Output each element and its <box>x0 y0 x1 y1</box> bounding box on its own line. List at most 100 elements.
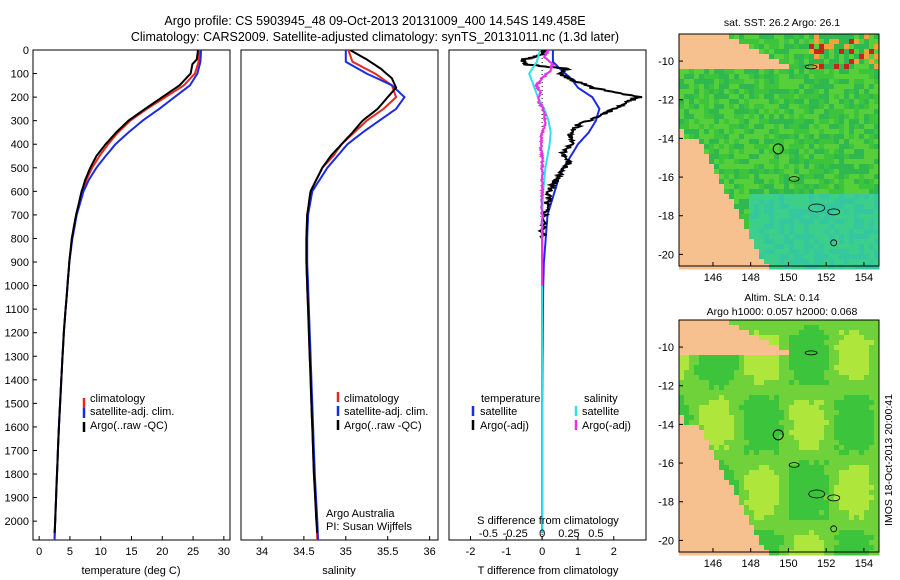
map-cell <box>854 420 860 426</box>
map-cell <box>804 320 810 326</box>
map-cell <box>719 254 725 260</box>
map-cell <box>779 415 785 421</box>
map-cell <box>824 475 830 481</box>
map-cell <box>734 59 740 65</box>
map-cell <box>844 500 850 506</box>
map-cell <box>834 59 840 65</box>
map-cell <box>774 59 780 65</box>
map-cell <box>734 495 740 501</box>
map-cell <box>739 420 745 426</box>
map-cell <box>749 169 755 175</box>
map-cell <box>749 179 755 185</box>
map-cell <box>869 144 875 150</box>
map-cell <box>814 189 820 195</box>
map-cell <box>774 264 780 270</box>
map-cell <box>854 325 860 331</box>
map-cell <box>794 34 800 40</box>
map-cell <box>694 184 700 190</box>
sst-map-axes: 146 148 150 152 154-10-12-14-16-18-20 <box>658 56 873 284</box>
map-cell <box>769 134 775 140</box>
series-line-salinity-argo-adj- <box>534 50 556 286</box>
map-cell <box>824 244 830 250</box>
map-cell <box>829 194 835 200</box>
map-cell <box>764 104 770 110</box>
map-cell <box>819 69 825 75</box>
map-cell <box>714 330 720 336</box>
map-cell <box>849 500 855 506</box>
map-cell <box>784 460 790 466</box>
map-cell <box>824 495 830 501</box>
map-cell <box>749 530 755 536</box>
map-cell <box>839 254 845 260</box>
map-cell <box>749 54 755 60</box>
map-cell <box>814 44 820 50</box>
map-cell <box>814 405 820 411</box>
map-cell <box>804 450 810 456</box>
reef-outline <box>788 176 800 182</box>
map-cell <box>779 39 785 45</box>
map-cell <box>694 159 700 165</box>
map-cell <box>849 440 855 446</box>
map-cell <box>764 204 770 210</box>
map-cell <box>714 410 720 416</box>
map-cell <box>764 460 770 466</box>
map-cell <box>759 114 765 120</box>
map-cell <box>724 470 730 476</box>
map-cell <box>729 214 735 220</box>
map-cell <box>814 179 820 185</box>
map-cell <box>684 224 690 230</box>
map-cell <box>684 470 690 476</box>
map-cell <box>799 380 805 386</box>
map-cell <box>719 134 725 140</box>
map-cell <box>774 350 780 356</box>
map-cell <box>719 380 725 386</box>
map-cell <box>804 124 810 130</box>
map-cell <box>799 475 805 481</box>
map-cell <box>844 209 850 215</box>
map-cell <box>679 500 685 506</box>
map-cell <box>709 144 715 150</box>
map-cell <box>694 174 700 180</box>
map-cell <box>774 450 780 456</box>
map-cell <box>724 144 730 150</box>
map-cell <box>874 239 880 245</box>
map-cell <box>759 179 765 185</box>
map-cell <box>759 44 765 50</box>
map-cell <box>729 44 735 50</box>
map-cell <box>839 204 845 210</box>
map-cell <box>689 330 695 336</box>
map-cell <box>714 350 720 356</box>
map-cell <box>774 470 780 476</box>
map-cell <box>769 129 775 135</box>
map-cell <box>679 264 685 270</box>
map-cell <box>864 510 870 516</box>
map-cell <box>769 400 775 406</box>
map-cell <box>839 395 845 401</box>
map-cell <box>864 505 870 511</box>
map-cell <box>704 490 710 496</box>
map-cell <box>859 164 865 170</box>
map-cell <box>709 485 715 491</box>
map-cell <box>774 515 780 521</box>
map-cell <box>779 189 785 195</box>
map-cell <box>774 69 780 75</box>
map-cell <box>849 505 855 511</box>
map-cell <box>814 385 820 391</box>
map-cell <box>854 214 860 220</box>
map-cell <box>814 79 820 85</box>
map-cell <box>824 540 830 546</box>
map-cell <box>784 249 790 255</box>
map-cell <box>809 355 815 361</box>
map-cell <box>779 254 785 260</box>
s-difference-tick-label: 0.5 <box>588 528 603 540</box>
map-cell <box>709 169 715 175</box>
map-cell <box>729 450 735 456</box>
map-cell <box>854 545 860 551</box>
legend-label-satellite: satellite-adj. clim. <box>344 406 428 418</box>
map-cell <box>844 249 850 255</box>
map-cell <box>864 134 870 140</box>
map-cell <box>694 69 700 75</box>
map-cell <box>789 375 795 381</box>
map-cell <box>844 149 850 155</box>
map-cell <box>704 320 710 326</box>
